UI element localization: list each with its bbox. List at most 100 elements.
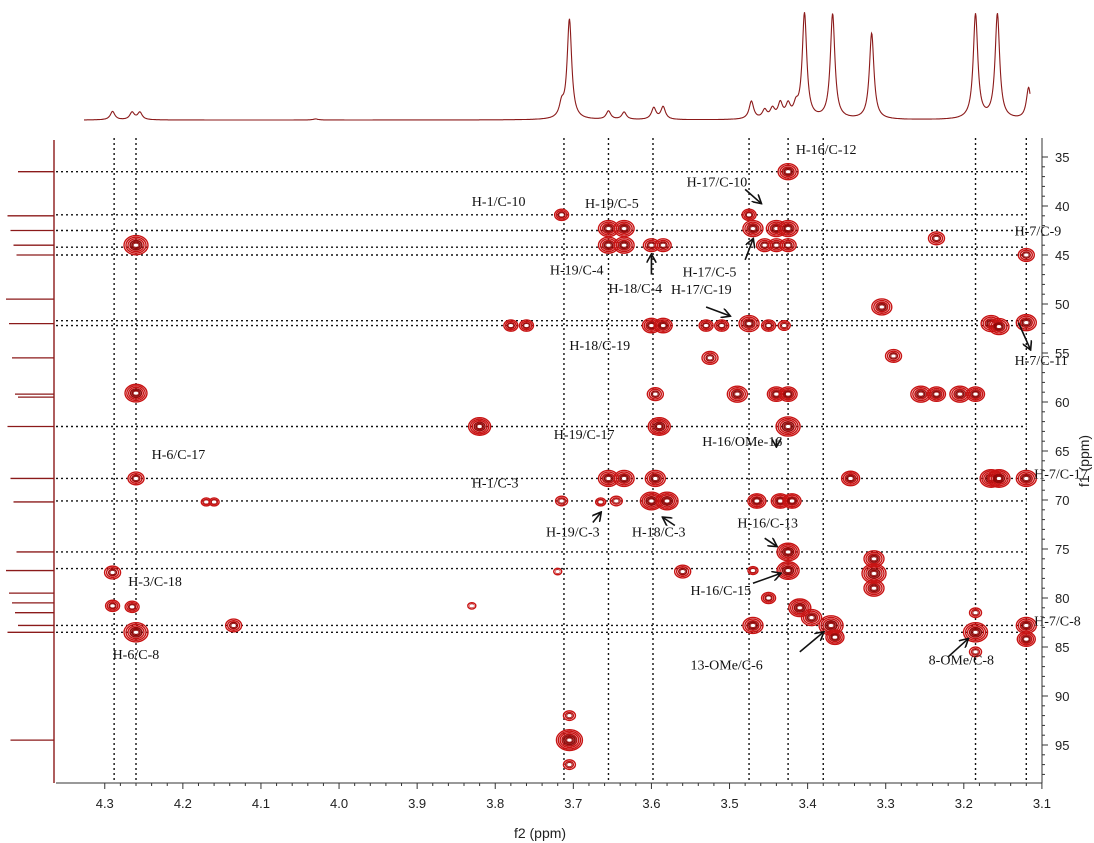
contour-ring <box>828 632 842 643</box>
contour-ring <box>778 386 798 403</box>
contour-center <box>785 392 791 396</box>
contour-center <box>559 499 564 503</box>
contour-center <box>785 550 791 554</box>
contour-ring <box>726 385 749 403</box>
contour-center <box>204 500 209 504</box>
contour-ring <box>740 316 758 331</box>
contour-ring <box>649 418 670 435</box>
contour-ring <box>613 236 635 254</box>
contour-peak <box>949 385 971 403</box>
contour-ring <box>777 320 791 332</box>
x-tick-label: 3.9 <box>408 796 426 811</box>
contour-peak <box>467 601 477 610</box>
contour-center <box>879 305 885 309</box>
annotation-arrow <box>947 639 968 658</box>
carbon-projection-trace <box>6 140 55 783</box>
contour-center <box>649 243 654 247</box>
contour-ring <box>774 495 787 507</box>
contour-ring <box>802 610 821 625</box>
x-tick-label: 3.7 <box>564 796 582 811</box>
contour-ring <box>648 472 663 484</box>
contour-peak <box>782 493 802 509</box>
contour-peak <box>775 416 801 437</box>
contour-ring <box>930 389 943 400</box>
contour-center <box>973 611 978 615</box>
contour-center <box>789 499 795 503</box>
contour-peak <box>825 629 845 646</box>
annotation-label: H-6/C-8 <box>113 648 160 663</box>
contour-ring <box>655 491 679 511</box>
contour-ring <box>964 623 987 641</box>
contour-center <box>606 243 611 247</box>
contour-ring <box>970 648 981 656</box>
contour-peak <box>742 219 764 238</box>
contour-peak <box>644 469 667 488</box>
annotation-label: H-1/C-3 <box>472 476 519 491</box>
annotation-label: 8-OMe/C-8 <box>929 654 994 669</box>
contour-ring <box>467 601 477 610</box>
contour-ring <box>1017 315 1035 330</box>
contour-center <box>746 322 752 326</box>
y-tick-label: 95 <box>1055 738 1069 753</box>
annotation-label: H-17/C-10 <box>687 175 748 190</box>
y-tick-label: 75 <box>1055 542 1069 557</box>
proton-trace-line <box>84 12 1031 121</box>
x-tick-label: 3.6 <box>642 796 660 811</box>
contour-peak <box>124 600 140 614</box>
annotation-label: H-17/C-19 <box>671 283 732 298</box>
x-tick-label: 4.1 <box>252 796 270 811</box>
contour-center <box>785 568 791 573</box>
annotation-label: H-7/C-17 <box>1034 467 1088 482</box>
contour-peak <box>123 622 149 643</box>
contour-ring <box>124 383 148 403</box>
contour-ring <box>1020 634 1033 645</box>
contour-ring <box>714 319 730 332</box>
contour-ring <box>785 495 799 507</box>
contour-ring <box>1019 619 1033 631</box>
contour-ring <box>842 471 859 485</box>
contour-center <box>750 623 756 628</box>
contour-ring <box>557 730 582 750</box>
contour-center <box>871 557 877 561</box>
contour-ring <box>748 494 765 508</box>
contour-peak <box>554 495 569 507</box>
contour-ring <box>643 494 660 508</box>
contour-ring <box>648 388 663 400</box>
contour-peak <box>613 236 635 254</box>
contour-ring <box>988 317 1010 336</box>
contour-ring <box>863 579 885 597</box>
contour-ring <box>651 419 668 434</box>
contour-ring <box>564 711 575 720</box>
contour-ring <box>657 492 677 510</box>
contour-ring <box>781 223 795 235</box>
contour-ring <box>647 417 671 437</box>
contour-center <box>606 476 611 481</box>
contour-peak <box>127 471 145 486</box>
contour-ring <box>871 298 893 316</box>
contour-peak <box>965 386 986 403</box>
contour-ring <box>125 623 147 641</box>
contour-ring <box>208 497 220 507</box>
contour-center <box>653 476 658 481</box>
contour-peak <box>726 385 749 403</box>
contour-ring <box>1019 317 1033 329</box>
contour-ring <box>1015 313 1037 332</box>
contour-ring <box>770 389 783 400</box>
contour-ring <box>788 598 812 618</box>
contour-center <box>555 569 560 574</box>
contour-center <box>664 499 670 503</box>
contour-center <box>133 391 139 395</box>
contour-center <box>598 500 603 504</box>
contour-center <box>934 392 939 396</box>
contour-peak <box>555 728 584 752</box>
axes: 4.3 4.2 4.1 4.0 3.9 3.8 3.7 3.6 3.5 3.4 3.3 3.2 3.1 3… <box>56 138 1069 811</box>
contour-ring <box>742 318 756 330</box>
contour-ring <box>781 239 795 251</box>
y-tick-label: 85 <box>1055 640 1069 655</box>
contour-ring <box>886 350 901 362</box>
x-tick-label: 3.5 <box>720 796 738 811</box>
contour-center <box>996 476 1002 481</box>
contour-peak <box>123 234 149 256</box>
peak-annotations: H-16/C-12 H-17/C-10 H-1/C-10 H-19/C-5 H-7/C-… <box>113 143 1088 673</box>
contour-center <box>774 243 779 247</box>
